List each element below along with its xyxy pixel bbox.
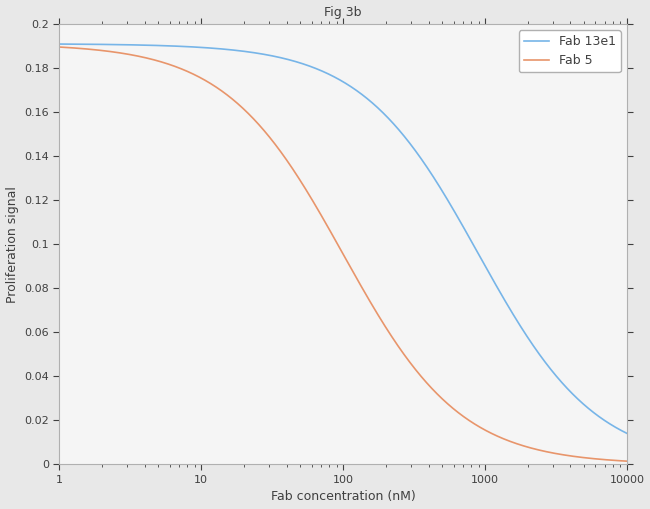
Fab 13e1 [298,61,305,67]
Fab 5 [551,450,558,457]
Fab 5 [273,144,281,150]
Fab 13e1 [623,430,631,436]
Fab 13e1 [55,41,63,47]
Fab 5 [612,458,619,464]
Y-axis label: Proliferation signal: Proliferation signal [6,186,19,303]
Fab 5 [623,458,631,464]
Fab 13e1 [154,42,162,48]
X-axis label: Fab concentration (nM): Fab concentration (nM) [271,491,415,503]
Title: Fig 3b: Fig 3b [324,6,362,18]
Fab 13e1 [612,425,619,431]
Legend: Fab 13e1, Fab 5: Fab 13e1, Fab 5 [519,30,621,72]
Fab 13e1 [551,371,558,377]
Fab 5 [55,44,63,50]
Fab 13e1 [120,42,128,48]
Line: Fab 13e1: Fab 13e1 [59,44,627,433]
Fab 13e1 [273,54,281,60]
Fab 5 [120,50,128,56]
Fab 5 [154,58,162,64]
Line: Fab 5: Fab 5 [59,47,627,461]
Fab 5 [298,180,305,186]
